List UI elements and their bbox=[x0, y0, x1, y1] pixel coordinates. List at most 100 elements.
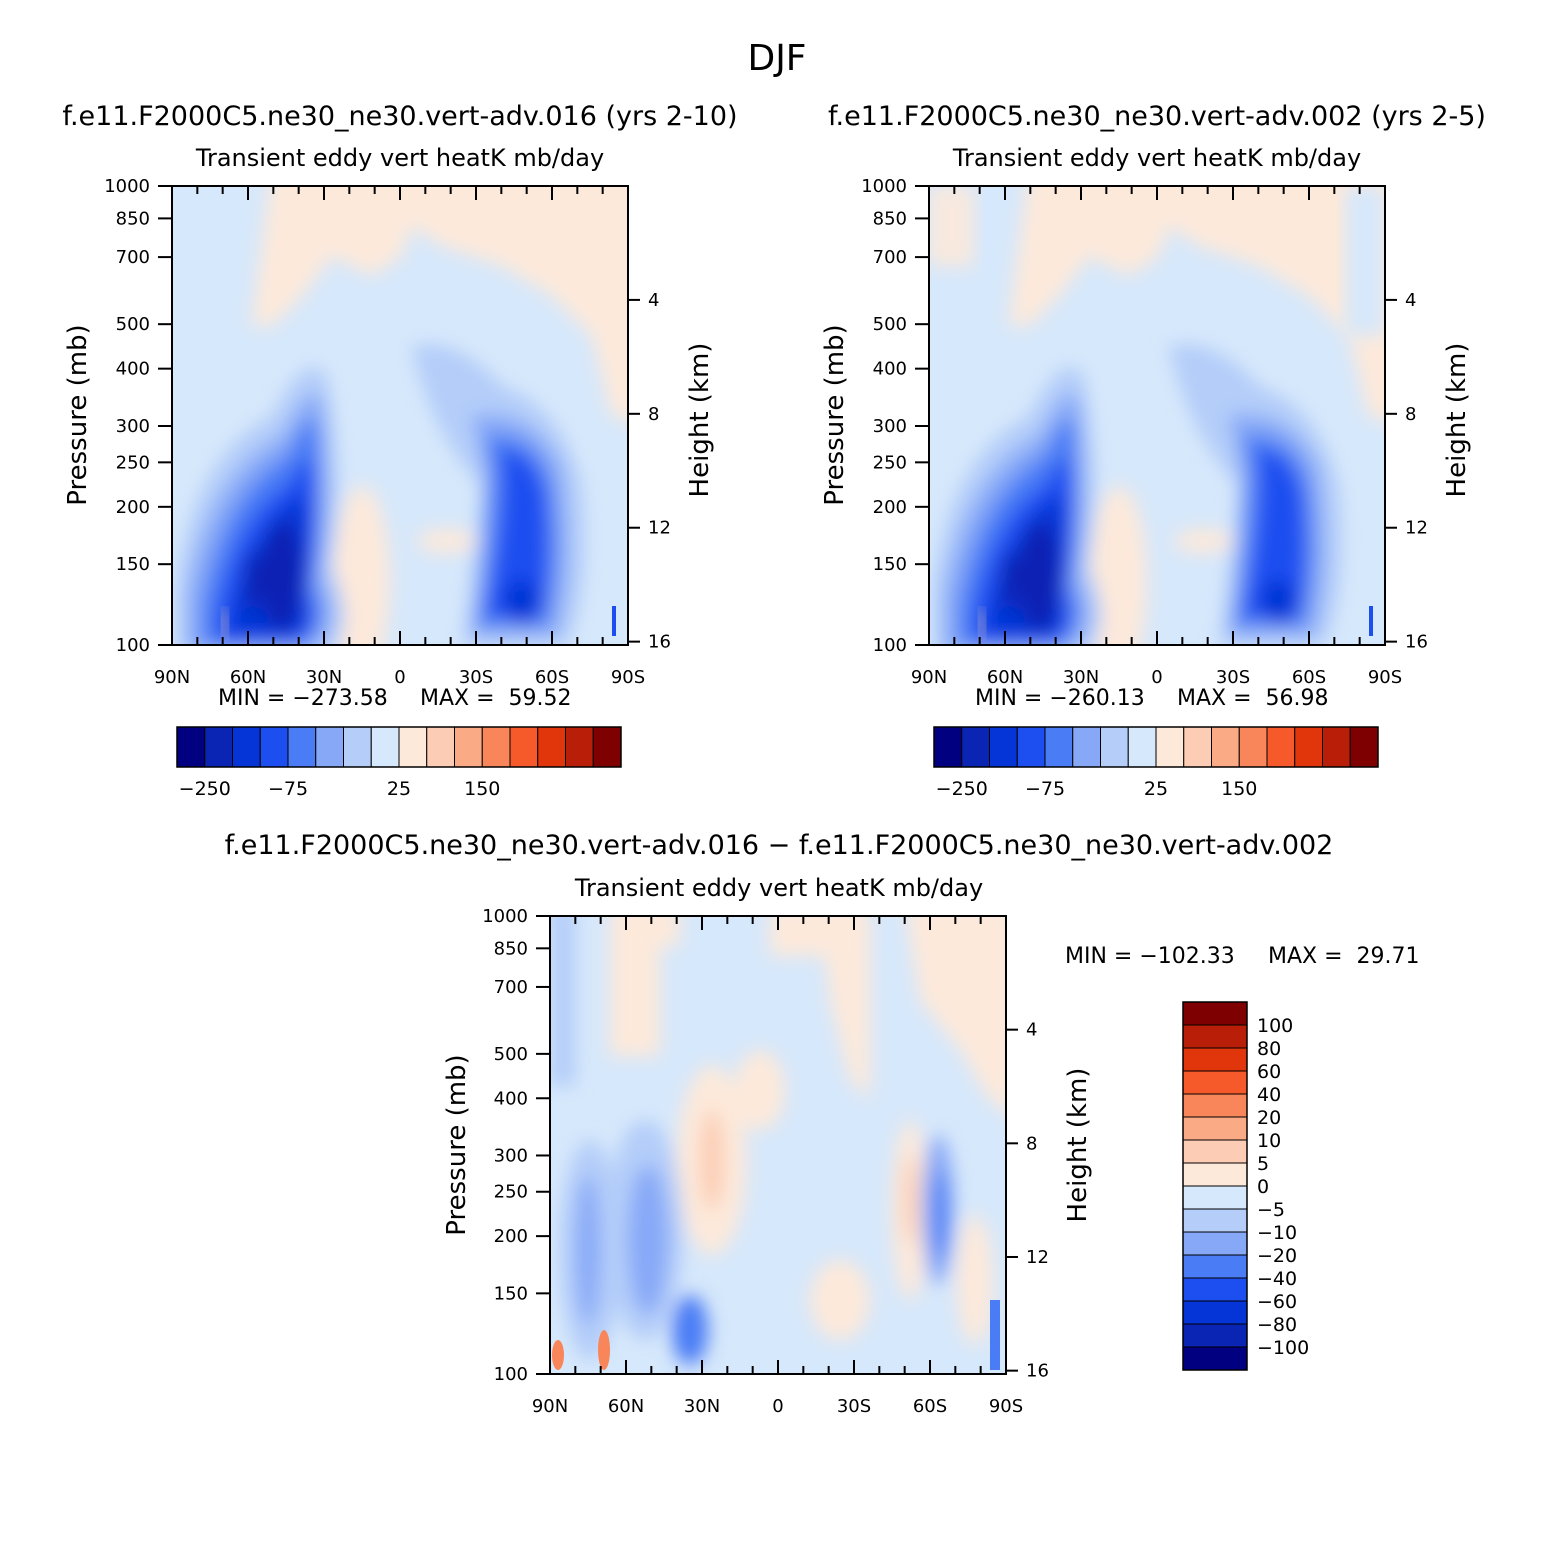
y-tick-label: 300 bbox=[494, 1145, 528, 1166]
y-tick-label: 850 bbox=[116, 208, 150, 229]
x-tick-label: 0 bbox=[1151, 667, 1162, 688]
y-tick-label: 250 bbox=[873, 452, 907, 473]
y-right-tick-label: 12 bbox=[1405, 518, 1428, 539]
panel-1-max-label: MAX = 59.52 bbox=[420, 686, 572, 711]
y-tick-label: 250 bbox=[116, 452, 150, 473]
colorbar-cell bbox=[1211, 726, 1240, 768]
y-tick-label: 1000 bbox=[861, 176, 907, 197]
colorbar-cell bbox=[1182, 1001, 1248, 1026]
y-tick-label: 150 bbox=[873, 554, 907, 575]
x-tick-label: 30S bbox=[1216, 667, 1250, 688]
panel-2-ylabel: Pressure (mb) bbox=[820, 324, 850, 505]
colorbar-label: 60 bbox=[1257, 1061, 1281, 1083]
colorbar-label: 100 bbox=[1257, 1015, 1293, 1037]
panel-3: f.e11.F2000C5.ne30_ne30.vert-adv.016 − f… bbox=[225, 830, 1420, 1417]
panel-2-min-label: MIN = −260.13 bbox=[975, 686, 1145, 711]
y-right-tick-label: 8 bbox=[1026, 1133, 1037, 1154]
y-right-tick-label: 8 bbox=[1405, 404, 1416, 425]
y-tick-label: 700 bbox=[116, 247, 150, 268]
panel-3-subtitle: Transient eddy vert heatK mb/day bbox=[574, 874, 983, 902]
colorbar-cell bbox=[1182, 1208, 1248, 1233]
panel-3-title: f.e11.F2000C5.ne30_ne30.vert-adv.016 − f… bbox=[225, 830, 1334, 861]
y-right-tick-label: 8 bbox=[648, 404, 659, 425]
x-tick-label: 30N bbox=[1063, 667, 1099, 688]
panel-3-ylabel-right: Height (km) bbox=[1063, 1068, 1093, 1223]
y-tick-label: 200 bbox=[116, 497, 150, 518]
panel-3-min-label: MIN = −102.33 bbox=[1065, 944, 1235, 969]
x-tick-label: 90S bbox=[1368, 667, 1402, 688]
y-right-tick-label: 16 bbox=[648, 632, 671, 653]
colorbar-label: 20 bbox=[1257, 1107, 1281, 1129]
colorbar-label: −10 bbox=[1257, 1222, 1297, 1244]
colorbar-cell bbox=[1182, 1300, 1248, 1325]
y-tick-label: 850 bbox=[873, 208, 907, 229]
colorbar-cell bbox=[398, 726, 428, 768]
colorbar-cell bbox=[509, 726, 539, 768]
colorbar-cell bbox=[287, 726, 317, 768]
colorbar-label: 25 bbox=[1144, 778, 1168, 800]
panel-1: f.e11.F2000C5.ne30_ne30.vert-adv.016 (yr… bbox=[62, 101, 737, 800]
colorbar-frame bbox=[1182, 1001, 1248, 1371]
y-tick-label: 100 bbox=[116, 635, 150, 656]
colorbar-cell bbox=[1155, 726, 1185, 768]
colorbar-label: −250 bbox=[179, 778, 231, 800]
panel-3-max-label: MAX = 29.71 bbox=[1268, 944, 1420, 969]
colorbar-cell bbox=[1238, 726, 1268, 768]
colorbar-cell bbox=[1182, 1323, 1248, 1348]
panel-3-field bbox=[550, 916, 1006, 1374]
y-right-tick-label: 12 bbox=[1026, 1247, 1049, 1268]
colorbar-cell bbox=[1183, 726, 1212, 768]
panel-3-ylabel: Pressure (mb) bbox=[442, 1054, 472, 1235]
y-tick-label: 100 bbox=[873, 635, 907, 656]
colorbar-cell bbox=[315, 726, 344, 768]
colorbar-cell bbox=[1182, 1231, 1248, 1256]
panel-1-field bbox=[172, 166, 642, 676]
y-tick-label: 100 bbox=[494, 1364, 528, 1385]
colorbar-cell bbox=[1182, 1116, 1248, 1141]
colorbar-cell bbox=[1182, 1185, 1248, 1210]
colorbar-cell bbox=[1182, 1254, 1248, 1279]
colorbar-label: −5 bbox=[1257, 1199, 1285, 1221]
colorbar-cell bbox=[454, 726, 483, 768]
y-right-tick-label: 16 bbox=[1405, 632, 1428, 653]
y-tick-label: 200 bbox=[873, 497, 907, 518]
colorbar-label: −75 bbox=[268, 778, 308, 800]
y-tick-label: 500 bbox=[494, 1044, 528, 1065]
x-tick-label: 0 bbox=[772, 1396, 783, 1417]
x-tick-label: 30S bbox=[459, 667, 493, 688]
y-tick-label: 250 bbox=[494, 1182, 528, 1203]
panel-2-axes: 100 150 200 250 300 400 500 700 850 1000 16 12 8 4 90N… bbox=[861, 176, 1428, 688]
x-tick-label: 90N bbox=[154, 667, 190, 688]
colorbar-cell bbox=[1182, 1070, 1248, 1095]
x-tick-label: 30N bbox=[306, 667, 342, 688]
colorbar-cell bbox=[1322, 726, 1351, 768]
colorbar-cell bbox=[1182, 1346, 1248, 1371]
colorbar-cell bbox=[1182, 1047, 1248, 1072]
colorbar-cell bbox=[933, 726, 963, 768]
y-tick-label: 850 bbox=[494, 938, 528, 959]
x-tick-label: 90S bbox=[611, 667, 645, 688]
panel-2: f.e11.F2000C5.ne30_ne30.vert-adv.002 (yr… bbox=[820, 101, 1486, 800]
x-tick-label: 60N bbox=[608, 1396, 644, 1417]
x-tick-label: 60S bbox=[913, 1396, 947, 1417]
y-right-tick-label: 4 bbox=[648, 290, 659, 311]
colorbar-cell bbox=[343, 726, 372, 768]
colorbar-label: 40 bbox=[1257, 1084, 1281, 1106]
colorbar-label: 150 bbox=[464, 778, 500, 800]
y-tick-label: 700 bbox=[873, 247, 907, 268]
colorbar-label: −40 bbox=[1257, 1268, 1297, 1290]
colorbar-cell bbox=[1182, 1093, 1248, 1118]
colorbar-cell bbox=[426, 726, 455, 768]
colorbar-label: 5 bbox=[1257, 1153, 1269, 1175]
colorbar-label: −20 bbox=[1257, 1245, 1297, 1267]
y-tick-label: 400 bbox=[873, 359, 907, 380]
x-tick-label: 90N bbox=[911, 667, 947, 688]
x-tick-label: 90N bbox=[532, 1396, 568, 1417]
y-right-tick-label: 4 bbox=[1405, 290, 1416, 311]
colorbar-cell bbox=[1016, 726, 1046, 768]
colorbar-label: 0 bbox=[1257, 1176, 1269, 1198]
colorbar-cell bbox=[481, 726, 511, 768]
figure-title: DJF bbox=[747, 38, 806, 79]
